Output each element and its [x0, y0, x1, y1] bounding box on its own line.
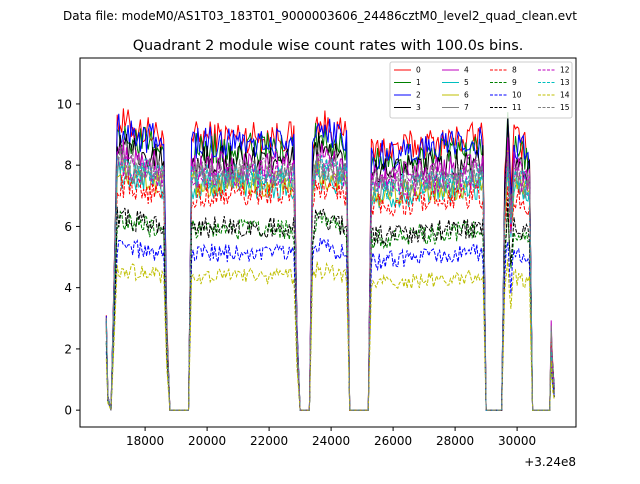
legend-label-8: 8	[512, 66, 517, 75]
legend-label-14: 14	[560, 91, 570, 100]
plot-lines	[105, 108, 555, 411]
series-line-15	[105, 147, 555, 411]
legend-label-10: 10	[512, 91, 522, 100]
x-tick-label-5: 28000	[436, 434, 474, 448]
x-tick-label-2: 22000	[250, 434, 288, 448]
y-tick-label-5: 10	[57, 97, 72, 111]
axes-frame	[79, 57, 577, 428]
legend-label-0: 0	[416, 66, 421, 75]
chart-title: Quadrant 2 module wise count rates with …	[133, 38, 524, 54]
x-tick-label-0: 18000	[126, 434, 164, 448]
x-tick-label-6: 30000	[498, 434, 536, 448]
legend-label-4: 4	[464, 66, 469, 75]
legend-label-12: 12	[560, 66, 570, 75]
legend-label-13: 13	[560, 78, 570, 87]
x-tick-label-4: 26000	[374, 434, 412, 448]
y-tick-label-4: 8	[64, 159, 72, 173]
legend-label-5: 5	[464, 78, 469, 87]
legend-label-6: 6	[464, 91, 469, 100]
y-tick-label-3: 6	[64, 220, 72, 234]
legend-frame	[389, 61, 573, 119]
legend-label-1: 1	[416, 78, 421, 87]
legend-label-9: 9	[512, 78, 517, 87]
legend-label-2: 2	[416, 91, 421, 100]
figure-suptitle: Data file: modeM0/AS1T03_183T01_90000036…	[63, 9, 577, 23]
y-tick-label-2: 4	[64, 281, 72, 295]
legend-label-3: 3	[416, 103, 421, 112]
legend-label-15: 15	[560, 103, 570, 112]
x-tick-label-1: 20000	[188, 434, 226, 448]
y-tick-label-1: 2	[64, 342, 72, 356]
x-axis: 18000 20000 22000 24000 26000 28000 30000	[126, 427, 536, 448]
series-line-11	[105, 199, 555, 411]
y-axis: 0 2 4 6 8 10	[57, 97, 80, 418]
x-tick-label-3: 24000	[312, 434, 350, 448]
legend-label-11: 11	[512, 103, 522, 112]
legend-label-7: 7	[464, 103, 469, 112]
x-offset-label: +3.24e8	[524, 455, 576, 469]
y-tick-label-0: 0	[64, 404, 72, 418]
series-line-10	[105, 237, 555, 411]
